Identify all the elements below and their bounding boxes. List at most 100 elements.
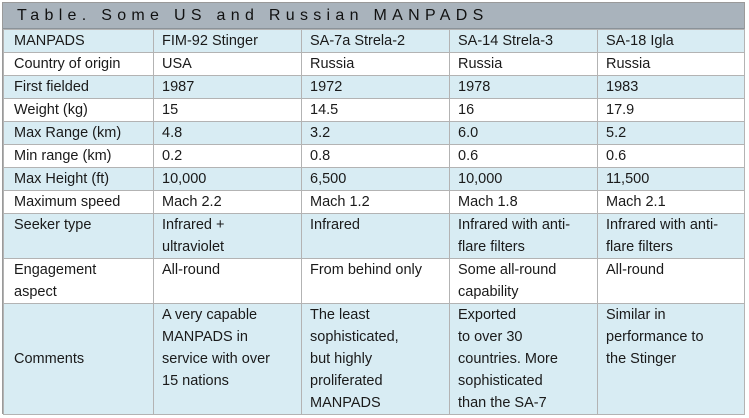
table-cell: Infrared <box>301 213 450 259</box>
table-row: Comments A very capable MANPADS in service … <box>3 303 745 415</box>
cell-line: Infrared <box>310 217 360 233</box>
row-label-line: Maximum speed <box>14 194 121 210</box>
cell-line: 15 nations <box>162 373 229 389</box>
row-label-line: Max Range (km) <box>14 125 122 141</box>
cell-line: capability <box>458 284 519 300</box>
row-label-line: Seeker type <box>14 217 92 233</box>
header-cell: MANPADS <box>3 29 154 53</box>
cell-line: 5.2 <box>606 125 627 141</box>
table-row: Maximum speed Mach 2.2 Mach 1.2 Mach 1.8 Mac… <box>3 190 745 214</box>
cell-line: countries. More <box>458 351 558 367</box>
table-cell: 16 <box>449 98 598 122</box>
table-row: Min range (km) 0.2 0.8 0.6 0.6 <box>3 144 745 168</box>
cell-line: ultraviolet <box>162 239 225 255</box>
table-cell: 11,500 <box>597 167 745 191</box>
cell-line: 1987 <box>162 79 195 95</box>
cell-line: Mach 2.2 <box>162 194 222 210</box>
table-cell: All-round <box>153 258 302 304</box>
cell-line: All-round <box>162 262 221 278</box>
table-cell: Mach 1.8 <box>449 190 598 214</box>
cell-line: 17.9 <box>606 102 635 118</box>
cell-line: than the SA-7 <box>458 395 547 411</box>
cell-line: 11,500 <box>606 171 650 187</box>
row-label-line: Weight (kg) <box>14 102 88 118</box>
row-label-line: First fielded <box>14 79 89 95</box>
cell-line: 1972 <box>310 79 343 95</box>
cell-line: but highly <box>310 351 373 367</box>
cell-line: Mach 2.1 <box>606 194 666 210</box>
table-cell: USA <box>153 52 302 76</box>
table-cell: 3.2 <box>301 121 450 145</box>
cell-line: 10,000 <box>162 171 207 187</box>
cell-line: Russia <box>458 56 503 72</box>
table-cell: Russia <box>597 52 745 76</box>
header-cell: SA-14 Strela-3 <box>449 29 598 53</box>
table-cell: Some all-round capability <box>449 258 598 304</box>
row-label: Maximum speed <box>3 190 154 214</box>
cell-line: 4.8 <box>162 125 183 141</box>
table-row: Weight (kg) 15 14.5 16 17.9 <box>3 98 745 122</box>
table-cell: Mach 1.2 <box>301 190 450 214</box>
cell-line: From behind only <box>310 262 423 278</box>
table-cell: All-round <box>597 258 745 304</box>
cell-line: 16 <box>458 102 475 118</box>
cell-line: The least <box>310 307 370 323</box>
table-cell: 1987 <box>153 75 302 99</box>
table-cell: Russia <box>301 52 450 76</box>
cell-line: 10,000 <box>458 171 503 187</box>
header-cell: SA-7a Strela-2 <box>301 29 450 53</box>
cell-line: flare filters <box>458 239 525 255</box>
cell-line: 1983 <box>606 79 639 95</box>
cell-line: proliferated <box>310 373 383 389</box>
cell-line: 0.6 <box>458 148 479 164</box>
table-cell: 17.9 <box>597 98 745 122</box>
table-cell: Mach 2.1 <box>597 190 745 214</box>
cell-line: 0.6 <box>606 148 627 164</box>
cell-line: 14.5 <box>310 102 339 118</box>
cell-line: 3.2 <box>310 125 331 141</box>
cell-line: A very capable <box>162 307 258 323</box>
cell-line: the Stinger <box>606 351 677 367</box>
cell-line: service with over <box>162 351 270 367</box>
table-cell: 10,000 <box>153 167 302 191</box>
cell-line: Infrared + <box>162 217 225 233</box>
table-cell: 0.2 <box>153 144 302 168</box>
row-label: Max Height (ft) <box>3 167 154 191</box>
table-cell: Exported to over 30 countries. More sophist… <box>449 303 598 415</box>
table-row: Seeker type Infrared + ultraviolet Infrared… <box>3 213 745 259</box>
cell-line: Infrared with anti- <box>606 217 719 233</box>
table-cell: 6,500 <box>301 167 450 191</box>
cell-line: Mach 1.8 <box>458 194 518 210</box>
cell-line: Some all-round <box>458 262 557 278</box>
row-label-line: Comments <box>14 351 85 367</box>
cell-line: 6.0 <box>458 125 479 141</box>
table-row: Country of origin USA Russia Russia Russia <box>3 52 745 76</box>
table-cell: 15 <box>153 98 302 122</box>
cell-line: Russia <box>310 56 355 72</box>
row-label: Seeker type <box>3 213 154 259</box>
table-cell: 4.8 <box>153 121 302 145</box>
header-cell: FIM-92 Stinger <box>153 29 302 53</box>
cell-line: USA <box>162 56 192 72</box>
cell-line: MANPADS <box>310 395 381 411</box>
table-cell: A very capable MANPADS in service with ove… <box>153 303 302 415</box>
cell-line: performance to <box>606 329 704 345</box>
table-cell: 1983 <box>597 75 745 99</box>
row-label: Max Range (km) <box>3 121 154 145</box>
row-label: Engagement aspect <box>3 258 154 304</box>
table-row: Max Range (km) 4.8 3.2 6.0 5.2 <box>3 121 745 145</box>
table-cell: 10,000 <box>449 167 598 191</box>
cell-line: sophisticated <box>458 373 543 389</box>
table-cell: Infrared with anti-flare filters <box>597 213 745 259</box>
table-cell: From behind only <box>301 258 450 304</box>
table-cell: 5.2 <box>597 121 745 145</box>
row-label-line: aspect <box>14 284 57 300</box>
cell-line: MANPADS in <box>162 329 248 345</box>
manpads-table: MANPADS FIM-92 Stinger SA-7a Strela-2 SA-14… <box>3 29 745 415</box>
table-row: First fielded 1987 1972 1978 1983 <box>3 75 745 99</box>
cell-line: sophisticated, <box>310 329 399 345</box>
header-cell: SA-18 Igla <box>597 29 745 53</box>
table-cell: Infrared + ultraviolet <box>153 213 302 259</box>
cell-line: 0.8 <box>310 148 331 164</box>
table-cell: Similar in performance to the Stinger <box>597 303 745 415</box>
